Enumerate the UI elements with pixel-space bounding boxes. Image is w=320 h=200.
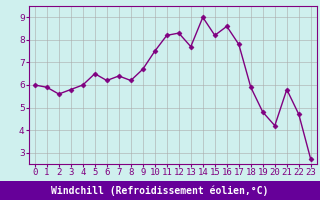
Text: Windchill (Refroidissement éolien,°C): Windchill (Refroidissement éolien,°C): [51, 185, 269, 196]
